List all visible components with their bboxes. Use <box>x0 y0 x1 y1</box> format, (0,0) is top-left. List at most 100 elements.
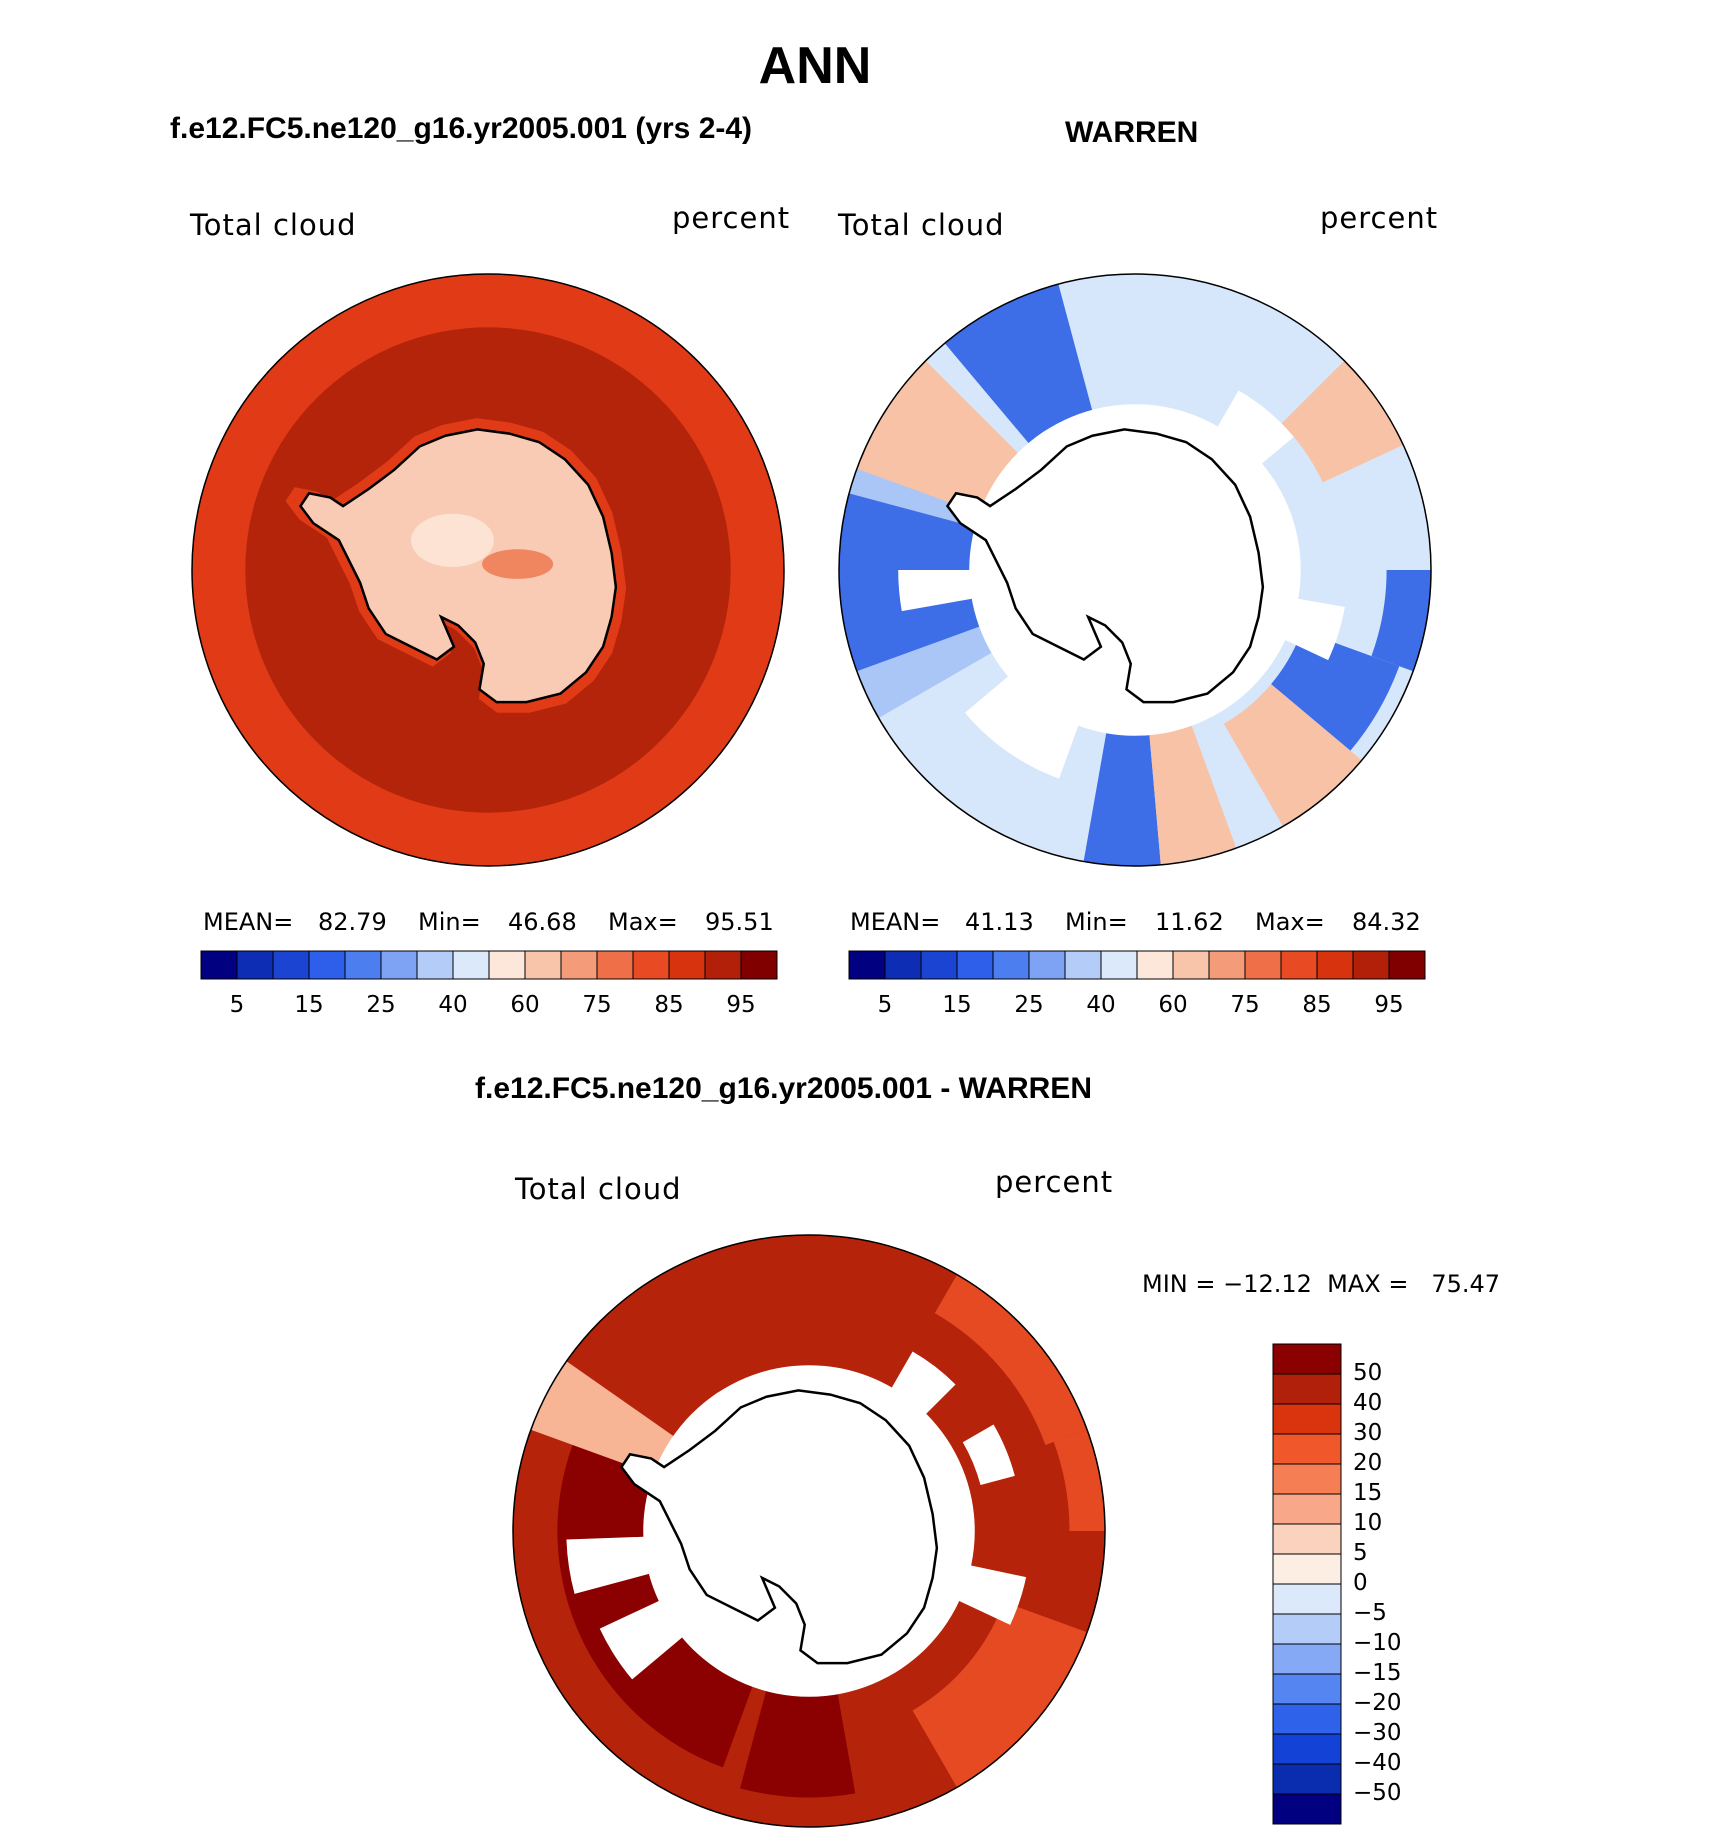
panel3-variable-label: Total cloud <box>515 1172 682 1206</box>
colorbar-swatch <box>1100 950 1138 980</box>
data-block <box>934 1274 1088 1445</box>
colorbar-tick-label: 95 <box>1374 992 1404 1018</box>
data-block <box>839 493 983 672</box>
colorbar-tick-label: −40 <box>1353 1750 1402 1776</box>
panel1-units-label: percent <box>672 201 791 235</box>
colorbar-tick-label: 5 <box>877 992 893 1018</box>
coastline <box>298 428 618 704</box>
colorbar-swatch <box>488 950 526 980</box>
panel1-max-label: Max= <box>608 908 678 936</box>
panel2-mean-label: MEAN= <box>850 908 941 936</box>
colorbar-swatch <box>596 950 634 980</box>
data-block <box>1281 360 1404 483</box>
colorbar-swatch <box>1272 1733 1342 1765</box>
colorbar-swatch <box>1272 1343 1342 1375</box>
colorbar-tick-label: 40 <box>1086 992 1116 1018</box>
panel1-min-label: Min= <box>418 908 481 936</box>
data-block <box>740 1688 856 1798</box>
colorbar-tick-label: 15 <box>294 992 324 1018</box>
colorbar-swatch <box>200 950 238 980</box>
data-block <box>599 1599 685 1680</box>
colorbar-swatch <box>1136 950 1174 980</box>
data-block <box>912 1601 1088 1788</box>
colorbar-swatch <box>668 950 706 980</box>
panel1-subtitle: f.e12.FC5.ne120_g16.yr2005.001 (yrs 2-4) <box>170 112 753 145</box>
panel2-map-field <box>838 273 1432 867</box>
page-title: ANN <box>758 37 872 95</box>
colorbar-tick-label: 30 <box>1353 1420 1383 1446</box>
colorbar-swatch <box>1272 1373 1342 1405</box>
colorbar-tick-label: −15 <box>1353 1660 1402 1686</box>
colorbar-tick-label: −50 <box>1353 1780 1402 1806</box>
colorbar-swatch <box>452 950 490 980</box>
data-block <box>838 444 995 718</box>
colorbar-tick-label: 0 <box>1353 1570 1368 1596</box>
colorbar-swatch <box>560 950 598 980</box>
colorbar-tick-label: 15 <box>1353 1480 1383 1506</box>
colorbar-swatch <box>632 950 670 980</box>
panel1-map-field <box>191 273 785 867</box>
data-block <box>1216 390 1294 466</box>
colorbar-tick-label: 15 <box>942 992 972 1018</box>
colorbar-tick-label: −30 <box>1353 1720 1402 1746</box>
colorbar-tick-label: 50 <box>1353 1360 1383 1386</box>
colorbar-swatch <box>1272 1583 1342 1615</box>
ocean-field <box>192 274 784 866</box>
colorbar-tick-label: 60 <box>510 992 540 1018</box>
map-boundary <box>512 1234 1106 1828</box>
colorbar-swatch <box>416 950 454 980</box>
colorbar-tick-label: 10 <box>1353 1510 1383 1536</box>
colorbar-swatch <box>740 950 778 980</box>
colorbar-swatch <box>992 950 1030 980</box>
panel1-min-value: 46.68 <box>508 908 577 936</box>
colorbar-swatch <box>1272 1763 1342 1795</box>
colorbar-swatch <box>1272 1793 1342 1825</box>
colorbar-swatch <box>884 950 922 980</box>
data-block <box>1223 684 1362 827</box>
panel2-variable-label: Total cloud <box>838 208 1005 242</box>
colorbar-tick-label: 95 <box>726 992 756 1018</box>
data-block <box>1271 630 1400 751</box>
panel1-max-value: 95.51 <box>705 908 774 936</box>
colorbar-swatch <box>704 950 742 980</box>
panel1-colorbar <box>200 950 778 980</box>
data-block <box>530 1361 676 1476</box>
colorbar-swatch <box>1272 1553 1342 1585</box>
colorbar-swatch <box>308 950 346 980</box>
colorbar-tick-label: 40 <box>438 992 468 1018</box>
colorbar-tick-label: −5 <box>1353 1600 1387 1626</box>
storm-track-ring <box>245 327 731 813</box>
colorbar-tick-label: 5 <box>1353 1540 1368 1566</box>
plateau-field <box>411 513 494 568</box>
map-boundary <box>838 273 1432 867</box>
colorbar-swatch <box>920 950 958 980</box>
ocean-field <box>839 274 1431 866</box>
data-block <box>856 360 1020 515</box>
colorbar-swatch <box>1272 1403 1342 1435</box>
colorbar-swatch <box>1272 1613 1342 1645</box>
panel1-variable-label: Total cloud <box>190 208 357 242</box>
data-block <box>944 284 1093 446</box>
colorbar-swatch <box>1272 1703 1342 1735</box>
colorbar-swatch <box>524 950 562 980</box>
panel2-min-value: 11.62 <box>1155 908 1224 936</box>
data-block <box>964 674 1080 779</box>
colorbar-tick-label: 60 <box>1158 992 1188 1018</box>
colorbar-swatch <box>344 950 382 980</box>
colorbar-swatch <box>1272 1433 1342 1465</box>
panel3-map-field <box>512 1234 1106 1828</box>
colorbar-swatch <box>1272 1493 1342 1525</box>
panel2-max-label: Max= <box>1255 908 1325 936</box>
panel2-max-value: 84.32 <box>1352 908 1421 936</box>
no-data-interior <box>969 404 1301 736</box>
no-data-interior <box>643 1365 975 1697</box>
ridge-field <box>482 549 554 579</box>
continent-field <box>300 429 616 703</box>
colorbar-tick-label: 5 <box>229 992 245 1018</box>
colorbar-tick-label: 20 <box>1353 1450 1383 1476</box>
panel2-units-label: percent <box>1320 201 1439 235</box>
colorbar-tick-label: 40 <box>1353 1390 1383 1416</box>
data-block <box>1371 570 1431 672</box>
colorbar-swatch <box>1272 1463 1342 1495</box>
colorbar-swatch <box>1352 950 1390 980</box>
